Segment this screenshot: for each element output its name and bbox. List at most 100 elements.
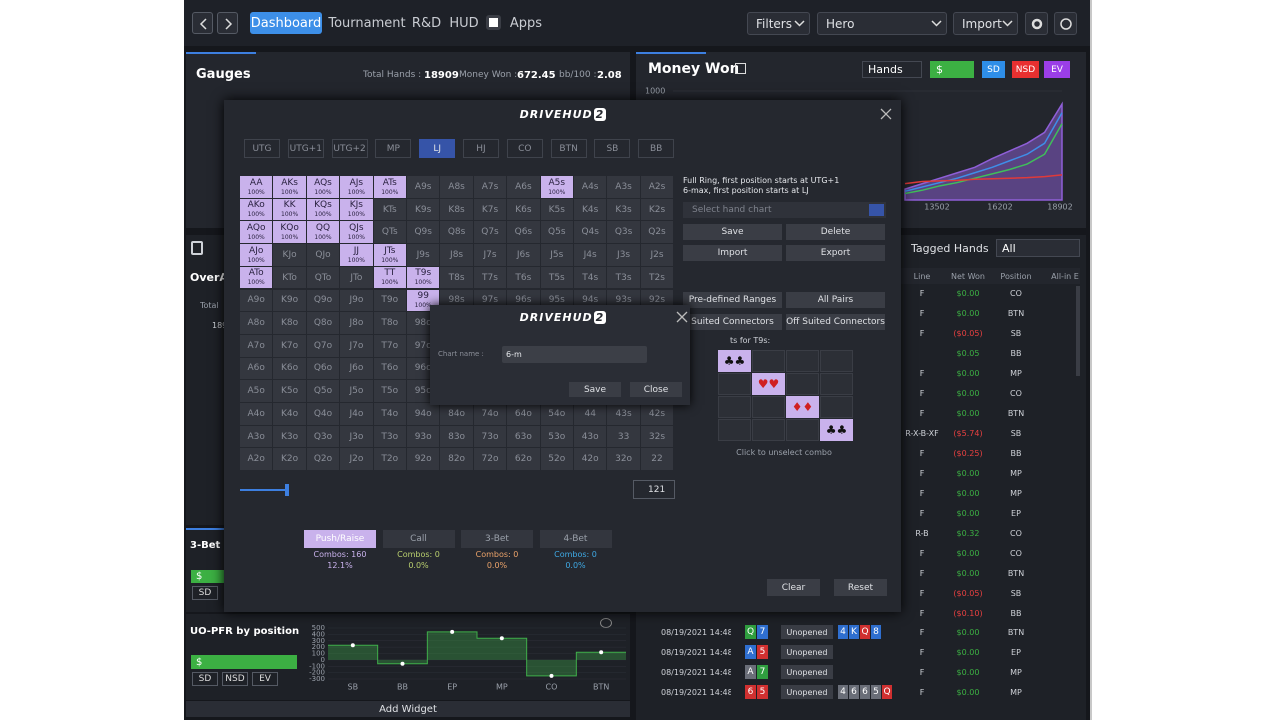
hand-cell[interactable]: J5o — [340, 380, 373, 402]
hand-cell[interactable]: K8o — [273, 312, 306, 334]
hand-cell[interactable]: J6o — [340, 357, 373, 380]
hand-cell[interactable]: Q5s — [540, 221, 573, 244]
combo-cell[interactable]: ♣♣ — [820, 419, 853, 441]
nav-tab[interactable]: Dashboard — [250, 12, 322, 34]
hand-cell[interactable]: Q2s — [640, 221, 674, 244]
clear-button[interactable]: Clear — [767, 579, 820, 596]
hand-cell[interactable]: K5o — [273, 380, 306, 402]
hand-cell[interactable]: AJs 100% — [340, 176, 373, 198]
hand-cell[interactable]: QTo — [306, 266, 340, 289]
hand-cell[interactable]: 82o — [440, 448, 473, 471]
save-button[interactable]: Save — [569, 382, 621, 397]
hand-cell[interactable]: Q4s — [574, 221, 607, 244]
combo-cell[interactable] — [820, 350, 853, 372]
position-button[interactable]: SB — [594, 139, 631, 158]
hand-cell[interactable]: Q6s — [507, 221, 540, 244]
hand-cell[interactable]: J4o — [340, 403, 373, 425]
hand-cell[interactable]: T7s — [473, 266, 507, 289]
hand-cell[interactable]: K7o — [273, 334, 306, 357]
hand-cell[interactable]: T9o — [373, 289, 406, 312]
external-link-icon[interactable] — [735, 63, 746, 74]
hand-cell[interactable]: T6s — [507, 266, 540, 289]
modal-button[interactable]: Delete — [786, 224, 885, 240]
hand-cell[interactable]: QJo — [306, 244, 340, 266]
hands-dropdown[interactable]: Hands — [862, 61, 922, 78]
hand-cell[interactable]: Q9o — [306, 289, 340, 312]
filter-button[interactable]: EV — [1044, 61, 1070, 78]
hand-cell[interactable]: J8o — [340, 312, 373, 334]
hand-cell[interactable]: 83o — [440, 425, 473, 448]
currency-dropdown[interactable]: $ — [191, 570, 231, 583]
hand-cell[interactable]: 42s — [640, 403, 674, 425]
hand-cell[interactable]: A8s — [440, 176, 473, 198]
hand-cell[interactable]: AJo 100% — [240, 244, 273, 266]
hand-cell[interactable]: J5s — [540, 244, 573, 266]
filters-dropdown[interactable]: Filters — [747, 12, 810, 35]
hand-cell[interactable]: 74o — [473, 403, 507, 425]
hand-cell[interactable]: K9s — [407, 198, 440, 221]
position-button[interactable]: LJ — [419, 139, 456, 158]
add-widget-bar[interactable]: Add Widget — [186, 701, 630, 717]
combo-cell[interactable]: ♣♣ — [718, 350, 751, 372]
hand-cell[interactable]: 32s — [640, 425, 674, 448]
hand-cell[interactable]: T8o — [373, 312, 406, 334]
filter-button[interactable]: NSD — [1012, 61, 1039, 78]
combo-cell[interactable] — [786, 419, 819, 441]
position-button[interactable]: BB — [638, 139, 675, 158]
action-button[interactable]: Call — [382, 530, 455, 548]
hand-cell[interactable]: T5s — [540, 266, 573, 289]
combo-cell[interactable] — [820, 396, 853, 418]
modal-button[interactable]: Save — [683, 224, 782, 240]
hand-cell[interactable]: 63o — [507, 425, 540, 448]
hero-dropdown[interactable]: Hero — [817, 12, 947, 35]
hand-cell[interactable]: AKo 100% — [240, 198, 273, 221]
combo-cell[interactable] — [820, 373, 853, 395]
hand-cell[interactable]: A7s — [473, 176, 507, 198]
import-dropdown[interactable]: Import — [953, 12, 1018, 35]
position-button[interactable]: UTG+1 — [287, 139, 324, 158]
combo-cell[interactable] — [718, 396, 751, 418]
hand-cell[interactable]: J4s — [574, 244, 607, 266]
hand-cell[interactable]: K2o — [273, 448, 306, 471]
hand-cell[interactable]: QTs — [373, 221, 406, 244]
nav-tab[interactable]: Tournament — [328, 15, 406, 31]
hand-cell[interactable]: AA 100% — [240, 176, 273, 198]
combo-cell[interactable] — [752, 419, 785, 441]
hand-cell[interactable]: KTo — [273, 266, 306, 289]
toggle[interactable] — [486, 15, 501, 30]
back-button[interactable] — [192, 12, 213, 34]
spinner[interactable]: 121 — [633, 480, 675, 499]
hand-cell[interactable]: J3s — [607, 244, 640, 266]
nav-tab[interactable]: R&D — [411, 15, 442, 31]
hand-cell[interactable]: Q7s — [473, 221, 507, 244]
hand-cell[interactable]: Q7o — [306, 334, 340, 357]
hand-cell[interactable]: KJs 100% — [340, 198, 373, 221]
hand-cell[interactable]: T3o — [373, 425, 406, 448]
hand-cell[interactable]: 42o — [574, 448, 607, 471]
hide-icon[interactable] — [600, 618, 612, 628]
hand-cell[interactable]: J8s — [440, 244, 473, 266]
position-button[interactable]: BTN — [550, 139, 587, 158]
hand-cell[interactable]: A2o — [240, 448, 273, 471]
action-button[interactable]: 4-Bet — [539, 530, 612, 548]
hand-cell[interactable]: 54o — [540, 403, 573, 425]
hand-cell[interactable]: T8s — [440, 266, 473, 289]
hand-cell[interactable]: 93o — [407, 425, 440, 448]
support-button[interactable] — [1054, 12, 1077, 35]
modal-button[interactable]: Export — [786, 245, 885, 261]
hand-cell[interactable]: A8o — [240, 312, 273, 334]
filter-button[interactable]: SD — [982, 61, 1005, 78]
hand-cell[interactable]: A6s — [507, 176, 540, 198]
hand-cell[interactable]: K6s — [507, 198, 540, 221]
hand-cell[interactable]: Q3s — [607, 221, 640, 244]
hand-cell[interactable]: A3o — [240, 425, 273, 448]
hand-cell[interactable]: T4s — [574, 266, 607, 289]
combo-cell[interactable] — [752, 350, 785, 372]
hand-cell[interactable]: A2s — [640, 176, 674, 198]
hand-cell[interactable]: T2s — [640, 266, 674, 289]
currency-dropdown[interactable]: $ — [191, 655, 297, 669]
hand-cell[interactable]: AQs 100% — [306, 176, 340, 198]
hand-cell[interactable]: K3s — [607, 198, 640, 221]
combo-cell[interactable] — [718, 419, 751, 441]
combo-cell[interactable] — [718, 373, 751, 395]
